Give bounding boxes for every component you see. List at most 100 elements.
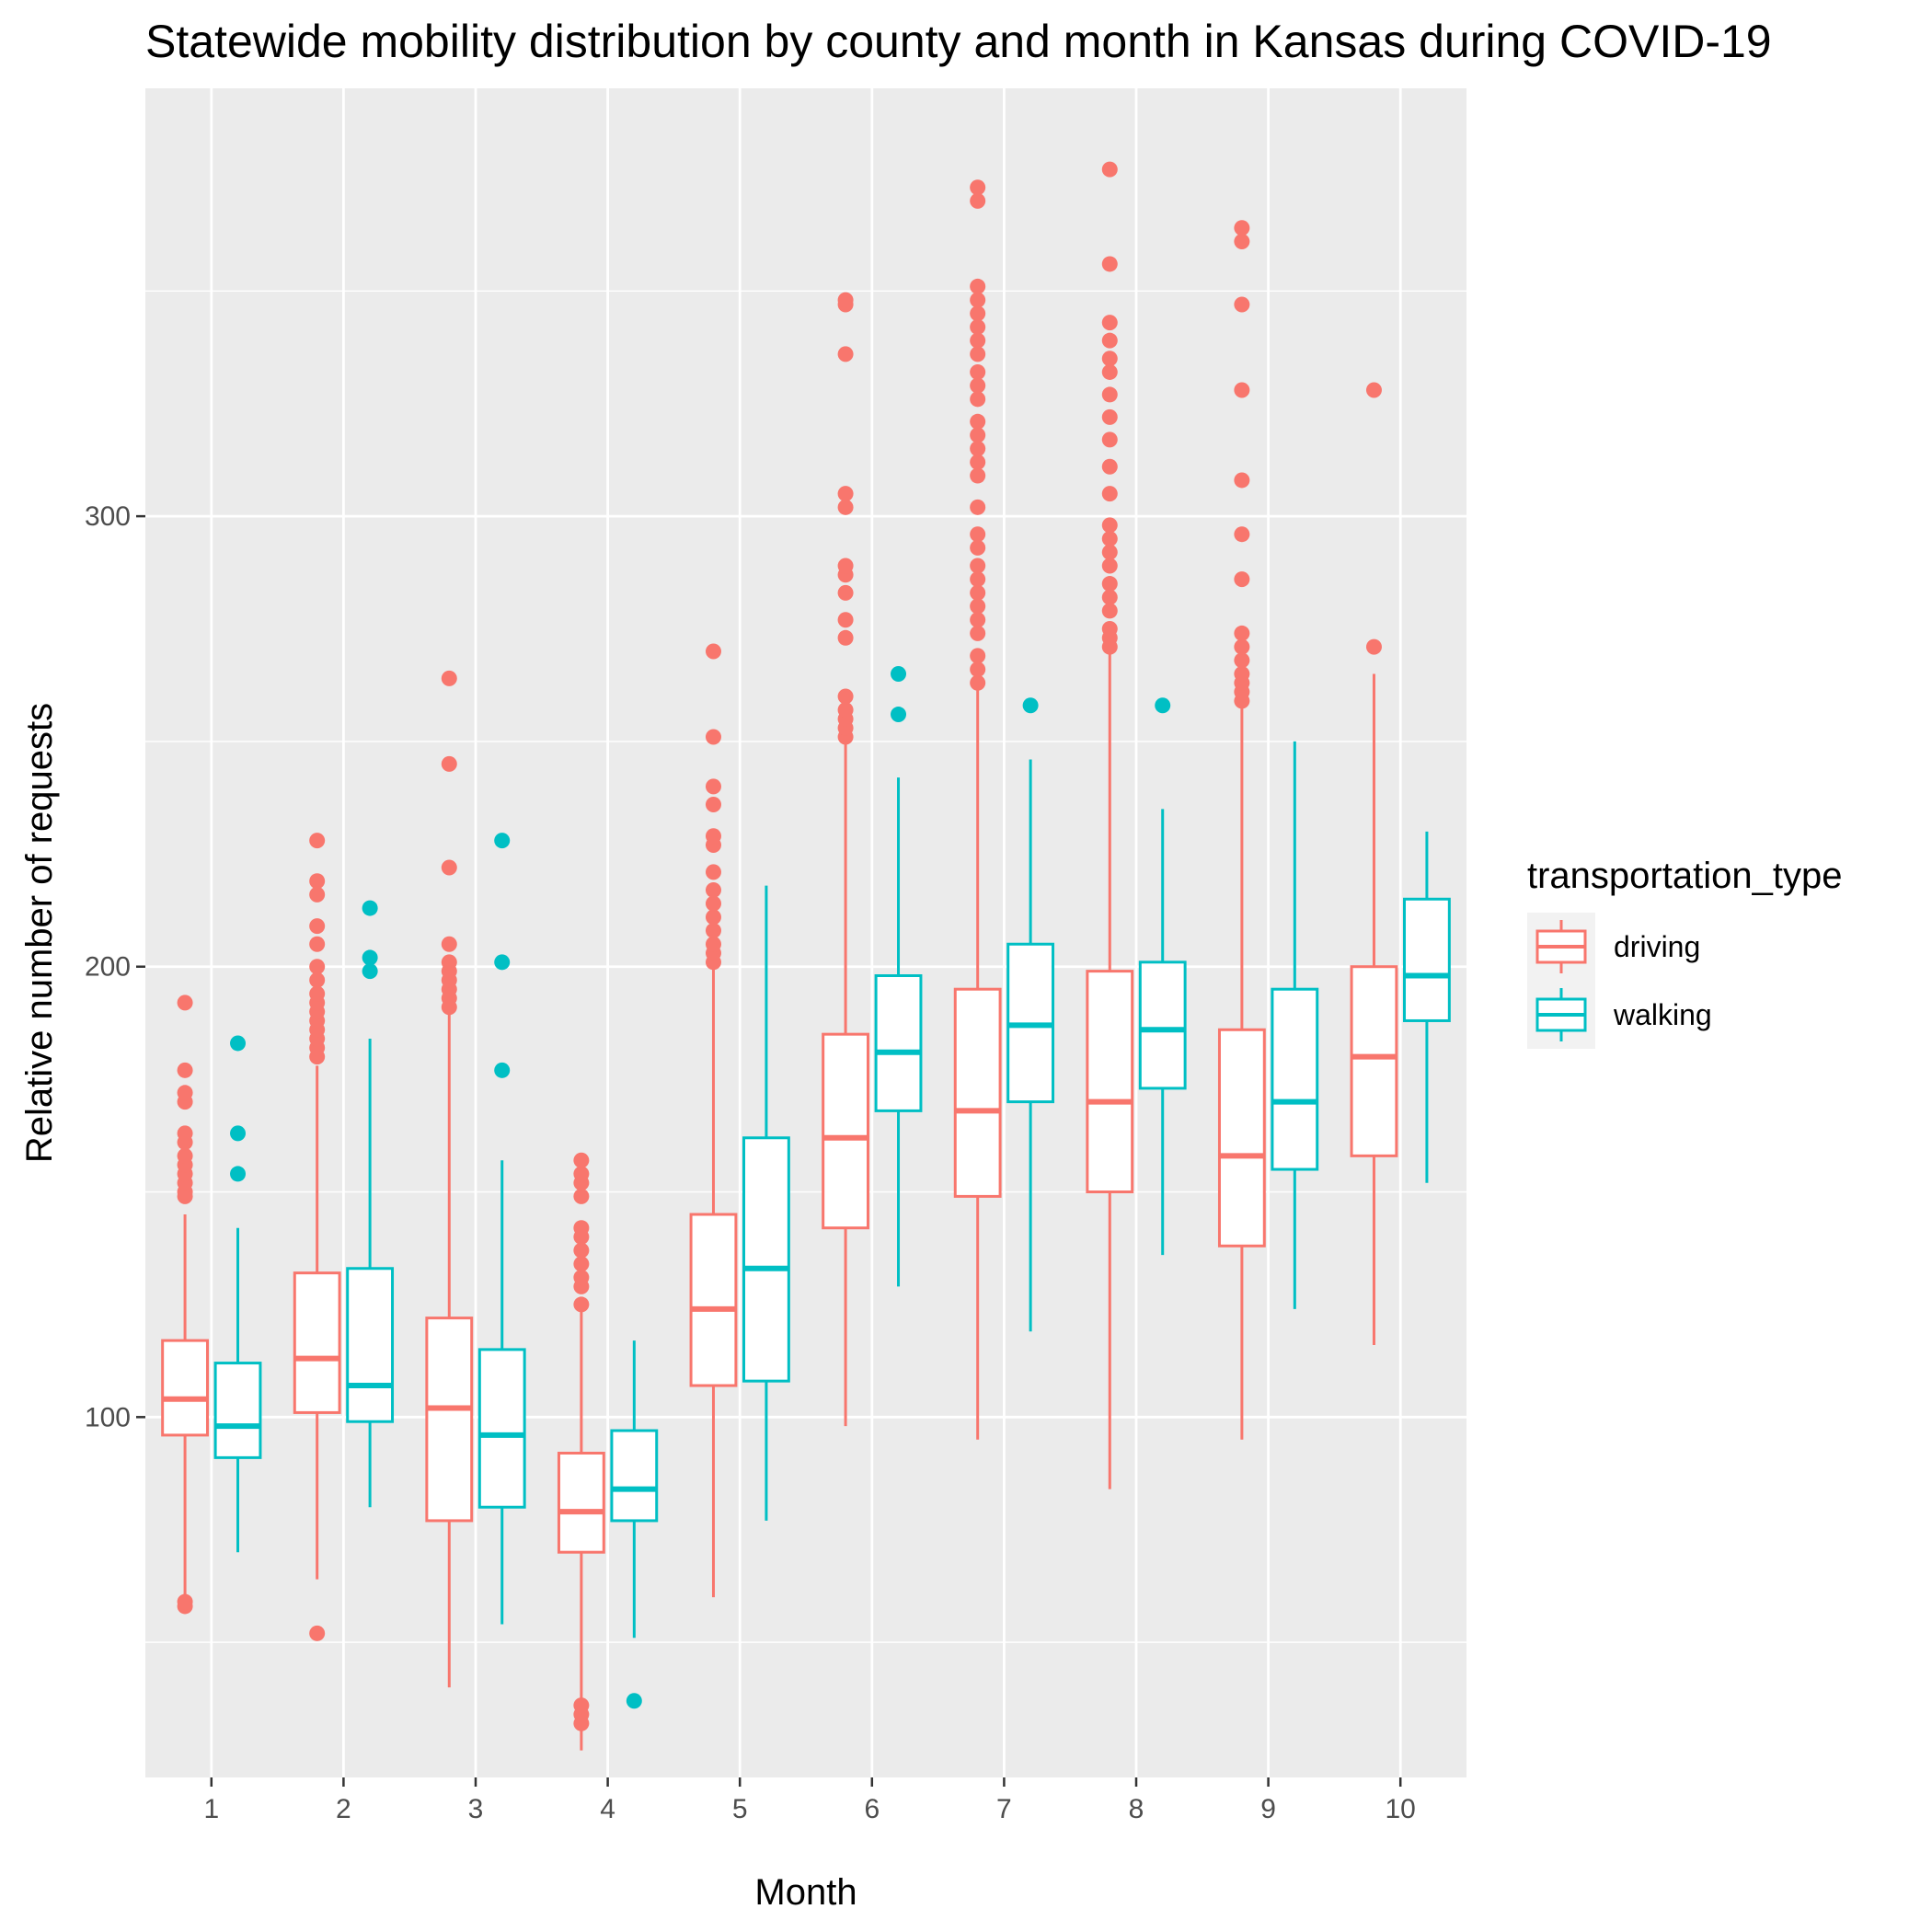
x-tick-label: 9 [1260,1794,1276,1824]
outlier-point [1101,544,1118,560]
box-driving-month-4 [557,1152,605,1751]
outlier-point [970,427,986,443]
outlier-point [1365,382,1382,398]
outlier-point [1234,665,1250,682]
box-driving-month-8 [1086,161,1134,1489]
outlier-point [230,1166,247,1182]
x-tick-label: 2 [336,1794,351,1824]
box-iqr [1086,970,1134,1194]
box-layer [161,161,1451,1751]
box-walking-month-7 [1006,697,1055,1332]
outlier-point [494,1062,511,1078]
outlier-point [970,179,986,196]
legend: transportation_type driving walking [1527,856,1842,1049]
outlier-point [837,499,854,515]
outlier-point [970,292,986,308]
outlier-point [441,859,457,876]
box-iqr [610,1429,659,1523]
outlier-point [1101,363,1118,380]
outlier-point [573,1256,590,1272]
outlier-point [309,985,326,1002]
outlier-point [309,1625,326,1641]
outlier-point [1101,332,1118,349]
outlier-point [837,702,854,719]
outlier-point [970,377,986,394]
outlier-point [1101,315,1118,331]
outlier-point [970,332,986,349]
box-driving-month-9 [1217,220,1266,1440]
outlier-point [705,864,721,880]
outlier-point [1022,697,1039,714]
outlier-point [309,886,326,903]
box-driving-month-3 [425,670,474,1688]
outlier-point [573,1296,590,1313]
outlier-point [1101,386,1118,403]
outlier-point [1101,576,1118,592]
outlier-point [837,629,854,646]
x-tick-label: 5 [732,1794,748,1824]
legend-label-walking: walking [1613,998,1712,1031]
box-iqr [1350,965,1398,1157]
outlier-point [494,954,511,971]
box-driving-month-2 [293,833,341,1641]
box-iqr [1138,960,1187,1090]
outlier-point [362,900,378,916]
outlier-point [970,648,986,664]
outlier-point [837,486,854,502]
outlier-point [970,413,986,430]
box-iqr [953,987,1002,1198]
legend-title: transportation_type [1527,856,1842,896]
outlier-point [573,1188,590,1204]
outlier-point [970,625,986,641]
outlier-point [970,661,986,678]
outlier-point [1155,697,1171,714]
outlier-point [309,972,326,988]
outlier-point [970,612,986,628]
outlier-point [177,995,193,1011]
outlier-point [705,895,721,912]
outlier-point [970,584,986,601]
outlier-point [837,612,854,628]
legend-item-walking: walking [1527,981,1712,1049]
outlier-point [970,441,986,457]
x-tick-label: 7 [996,1794,1012,1824]
outlier-point [1101,486,1118,502]
outlier-point [1101,431,1118,448]
outlier-point [1234,625,1250,641]
outlier-point [441,755,457,772]
x-tick-label: 8 [1129,1794,1144,1824]
outlier-point [1101,161,1118,178]
box-walking-month-5 [742,885,790,1521]
outlier-point [1101,408,1118,425]
outlier-point [705,643,721,660]
legend-item-driving: driving [1527,913,1700,981]
outlier-point [309,959,326,975]
outlier-point [177,1125,193,1142]
outlier-point [970,539,986,556]
box-iqr [822,1032,869,1230]
x-axis: 1 2 3 4 5 6 7 8 9 10 [203,1777,1416,1824]
outlier-point [1101,531,1118,547]
plot-panel [145,88,1466,1777]
outlier-point [1101,517,1118,534]
box-walking-month-4 [610,1340,659,1709]
box-iqr [346,1267,395,1423]
outlier-point [1234,638,1250,655]
outlier-point [441,670,457,686]
outlier-point [230,1035,247,1052]
outlier-point [177,1062,193,1078]
outlier-point [573,1697,590,1714]
outlier-point [970,391,986,408]
y-tick-label: 200 [85,952,131,983]
box-iqr [161,1339,209,1437]
outlier-point [970,571,986,588]
box-iqr [557,1451,605,1554]
outlier-point [891,707,907,723]
outlier-point [1234,382,1250,398]
box-iqr [1217,1028,1266,1248]
outlier-point [494,833,511,849]
outlier-point [1234,571,1250,588]
outlier-point [441,936,457,952]
box-iqr [293,1271,341,1414]
